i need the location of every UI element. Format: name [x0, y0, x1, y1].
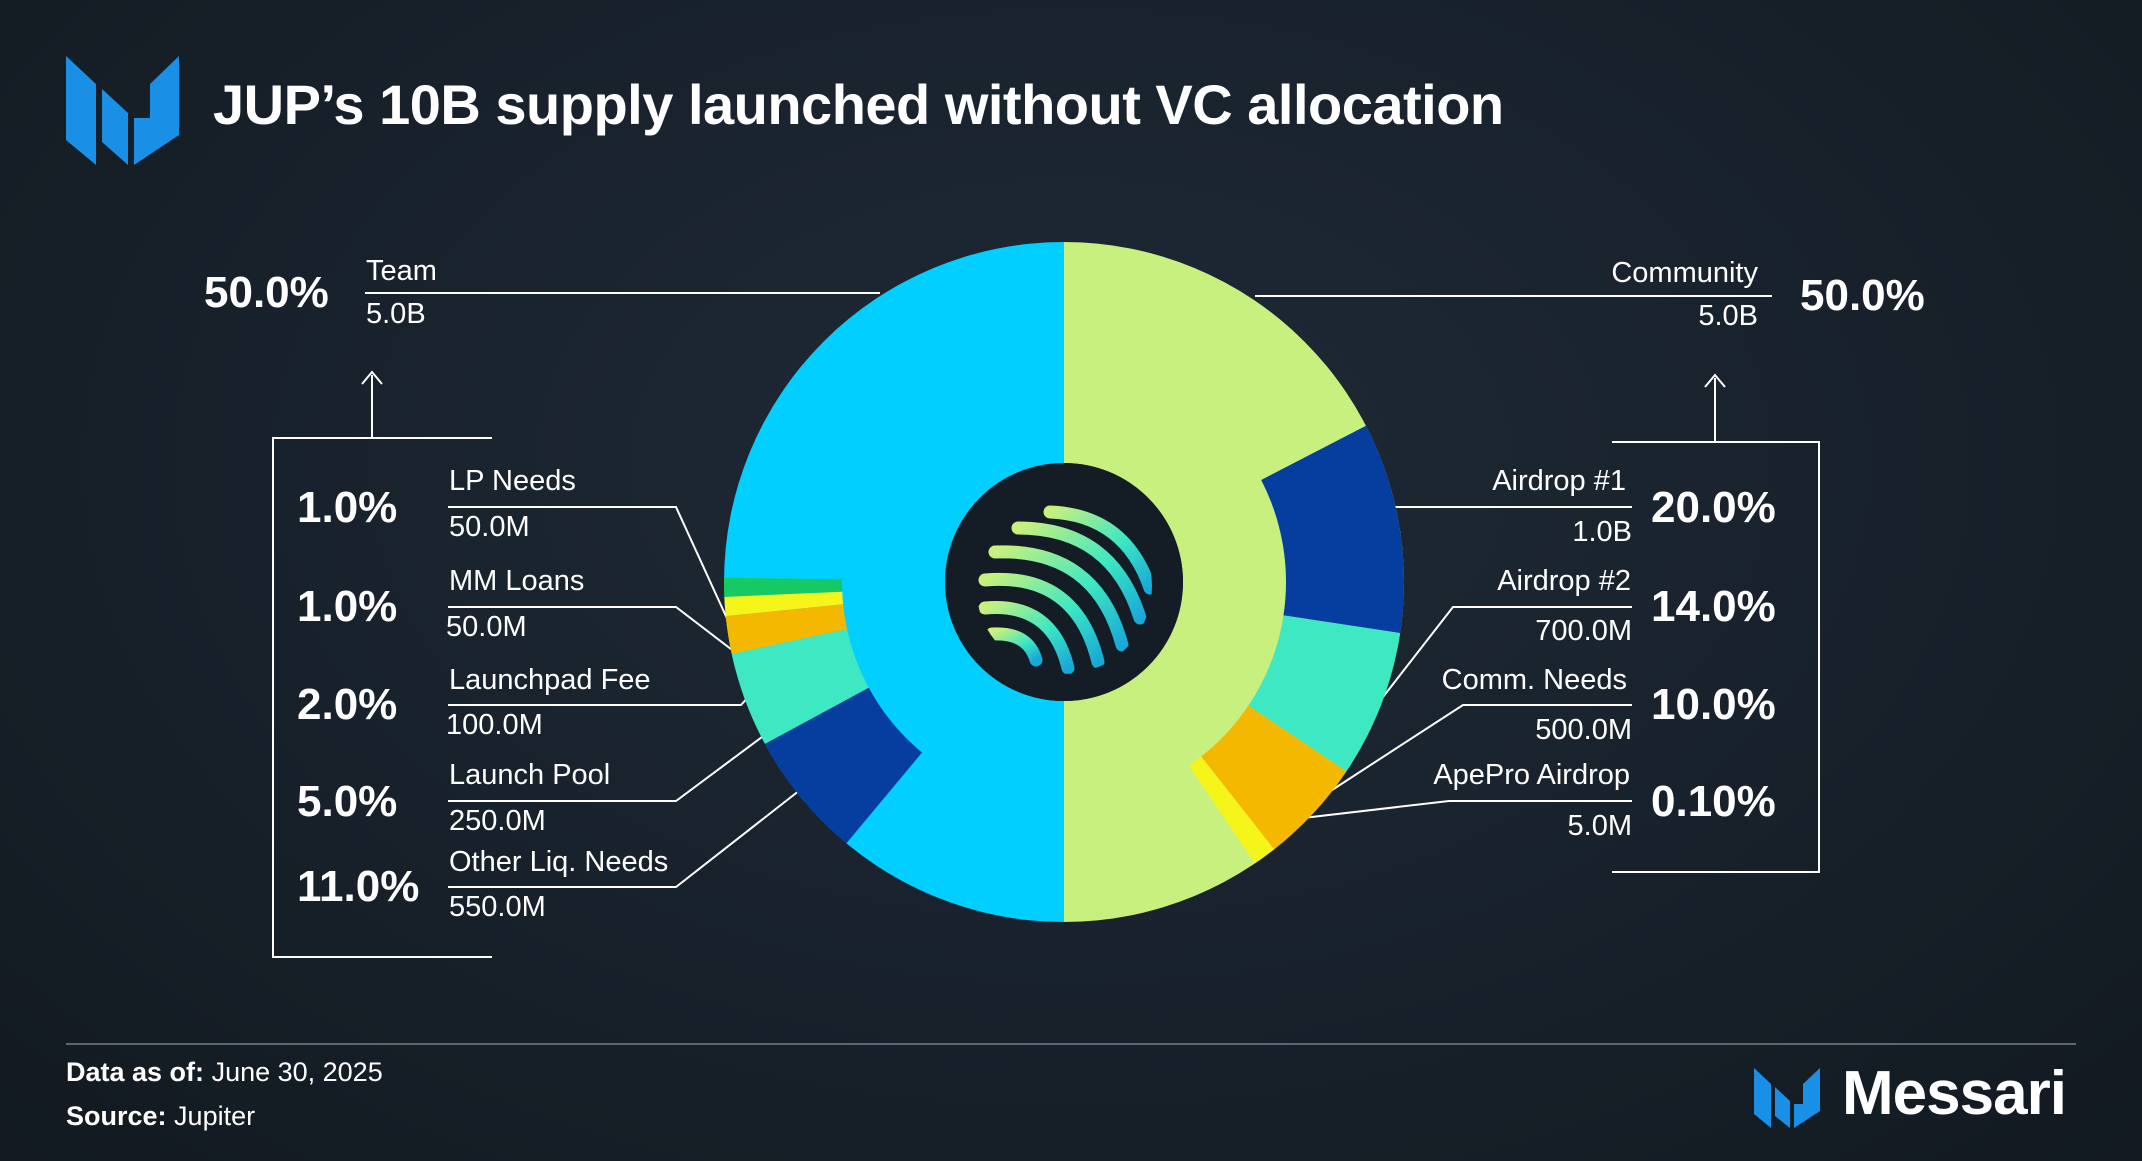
lp-needs-leader — [448, 506, 731, 626]
other-liq-leader — [448, 789, 801, 888]
team-arrow-head — [361, 370, 383, 385]
community-bracket — [1612, 441, 1820, 873]
donut-chart — [724, 242, 1404, 922]
jupiter-logo-icon — [945, 463, 1183, 701]
lp-needs-label: LP Needs — [449, 465, 576, 497]
launchpad-fee-label: Launchpad Fee — [449, 664, 651, 696]
launchpad-fee-percent: 2.0% — [297, 680, 398, 729]
team-sub-slice-4 — [765, 687, 922, 844]
comm-needs-amount: 500.0M — [1535, 714, 1632, 746]
community-label: Community — [1611, 257, 1758, 289]
team-sub-slice-2 — [725, 604, 848, 655]
data-date-value: June 30, 2025 — [211, 1057, 383, 1087]
team-sub-slice-3 — [731, 629, 869, 744]
data-source-label: Source: — [66, 1101, 167, 1131]
airdrop2-leader — [1382, 606, 1632, 698]
community-sub-slice-3 — [1188, 756, 1275, 864]
community-sub-slice-2 — [1201, 705, 1347, 850]
team-sub-slice-1 — [724, 591, 844, 617]
data-date-label: Data as of: — [66, 1057, 205, 1087]
airdrop1-label: Airdrop #1 — [1492, 465, 1626, 497]
messari-footer-logo-icon — [1754, 1068, 1820, 1128]
airdrop2-percent: 14.0% — [1651, 582, 1776, 631]
apepro-percent: 0.10% — [1651, 777, 1776, 826]
apepro-amount: 5.0M — [1567, 810, 1632, 842]
team-amount: 5.0B — [366, 298, 426, 330]
community-sub-slice-1 — [1248, 615, 1401, 772]
comm-needs-leader — [1328, 704, 1632, 793]
mm-loans-label: MM Loans — [449, 565, 585, 597]
airdrop1-amount: 1.0B — [1572, 516, 1632, 548]
comm-needs-label: Comm. Needs — [1441, 664, 1627, 696]
mm-loans-percent: 1.0% — [297, 582, 398, 631]
apepro-label: ApePro Airdrop — [1433, 759, 1630, 791]
airdrop1-percent: 20.0% — [1651, 483, 1776, 532]
team-sub-slice-0 — [724, 577, 843, 597]
data-source-value: Jupiter — [174, 1101, 256, 1131]
airdrop2-label: Airdrop #2 — [1497, 565, 1631, 597]
other-liq-label: Other Liq. Needs — [449, 846, 669, 878]
comm-needs-percent: 10.0% — [1651, 680, 1776, 729]
launch-pool-leader — [448, 733, 767, 802]
mm-loans-leader — [448, 606, 741, 657]
community-sub-slice-0 — [1261, 425, 1404, 634]
community-percent: 50.0% — [1800, 271, 1925, 320]
team-percent: 50.0% — [204, 268, 329, 317]
leader-lines — [272, 292, 1820, 958]
page-title: JUP’s 10B supply launched without VC all… — [213, 73, 1504, 136]
messari-logo-icon — [66, 56, 179, 165]
mm-loans-amount: 50.0M — [446, 611, 527, 643]
lp-needs-amount: 50.0M — [449, 511, 530, 543]
launch-pool-label: Launch Pool — [449, 759, 611, 791]
launch-pool-amount: 250.0M — [449, 805, 546, 837]
data-date: Data as of: June 30, 2025 — [66, 1057, 383, 1088]
apepro-leader — [1302, 800, 1632, 819]
other-liq-percent: 11.0% — [297, 862, 420, 911]
lp-needs-percent: 1.0% — [297, 483, 398, 532]
launchpad-fee-amount: 100.0M — [446, 709, 543, 741]
footer-divider — [66, 1043, 2076, 1045]
brand-name: Messari — [1842, 1059, 2067, 1128]
community-arrow-head — [1704, 373, 1726, 388]
community-amount: 5.0B — [1698, 300, 1758, 332]
data-source: Source: Jupiter — [66, 1101, 255, 1132]
airdrop2-amount: 700.0M — [1535, 615, 1632, 647]
launch-pool-percent: 5.0% — [297, 777, 398, 826]
team-label: Team — [366, 255, 437, 287]
other-liq-amount: 550.0M — [449, 891, 546, 923]
team-bracket — [272, 437, 492, 958]
